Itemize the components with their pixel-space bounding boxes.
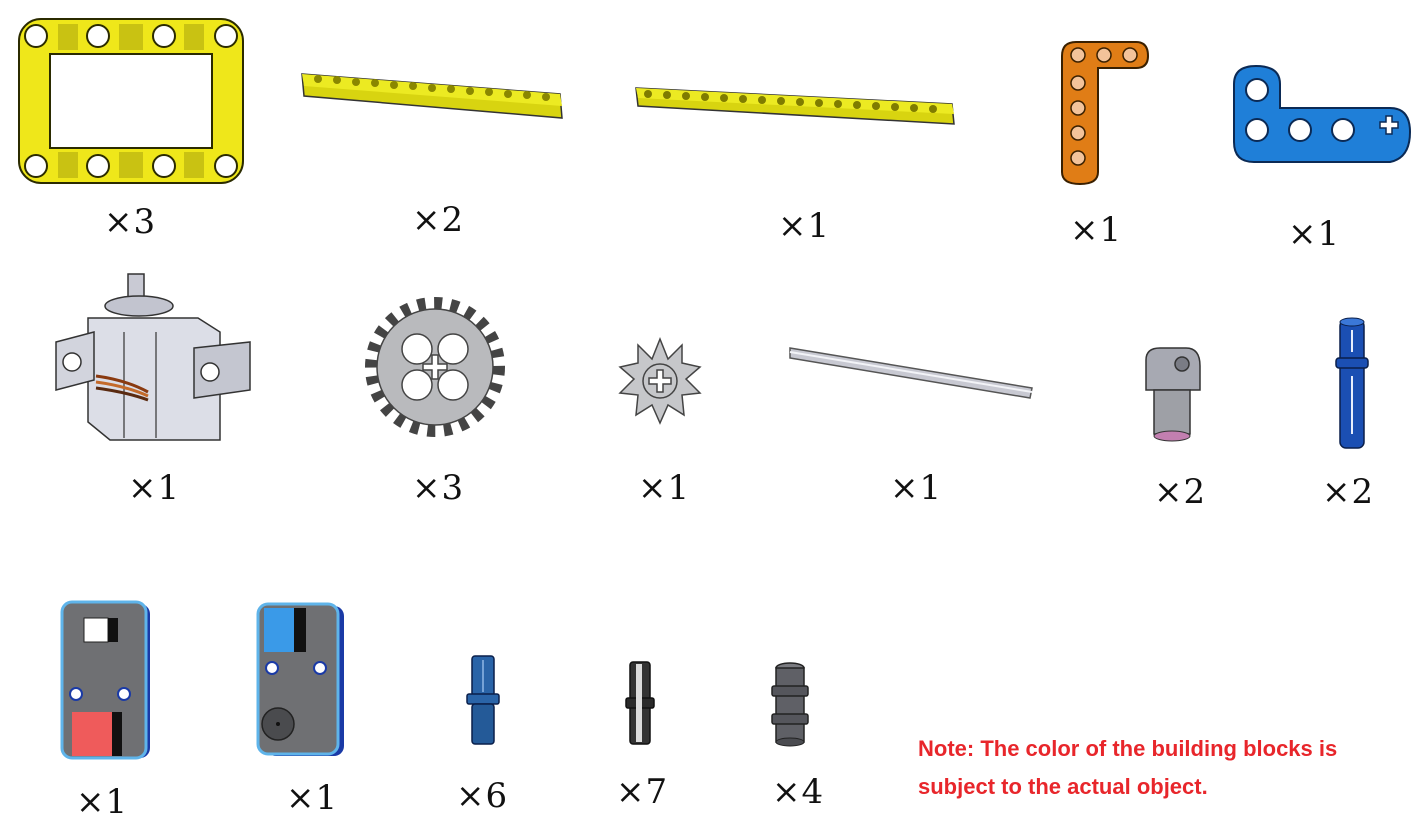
axle-rod-part [788,342,1038,402]
color-note: Note: The color of the building blocks i… [918,730,1388,806]
orange-l-beam-part [1058,38,1152,188]
yellow-beam-short-part [300,66,566,128]
blue-long-pin-qty: ×2 [1322,472,1375,512]
sound-sensor-module-icon [256,602,344,756]
blue-axle-pin-part [464,654,502,748]
yellow-frame-icon [18,18,244,184]
blue-long-pin-icon [1335,317,1369,449]
yellow-beam-short-qty: ×2 [412,200,465,240]
axle-connector-icon [1145,347,1201,442]
gear-24-tooth-icon [365,297,505,437]
gear-24-tooth-qty: ×3 [412,468,465,508]
black-connector-pin-part [624,660,656,746]
axle-connector-qty: ×2 [1154,472,1207,512]
axle-rod-qty: ×1 [890,468,943,508]
blue-l-beam-part [1230,62,1413,170]
light-sensor-module-qty: ×1 [76,782,129,822]
light-sensor-module-part [60,600,154,764]
color-note-line-2: subject to the actual object. [918,774,1208,799]
blue-l-beam-icon [1233,64,1412,163]
servo-motor-qty: ×1 [128,468,181,508]
blue-axle-pin-qty: ×6 [456,776,509,816]
yellow-frame-part [16,16,246,186]
yellow-frame-qty: ×3 [104,202,157,242]
gear-8-tooth-icon [618,336,702,425]
grey-bush-qty: ×4 [772,772,825,812]
yellow-beam-long-part [634,82,958,130]
orange-l-beam-icon [1061,41,1150,186]
yellow-beam-long-icon [635,87,955,125]
axle-connector-part [1138,346,1204,442]
blue-long-pin-part [1332,316,1372,452]
gear-8-tooth-qty: ×1 [638,468,691,508]
blue-l-beam-qty: ×1 [1288,214,1341,254]
axle-rod-icon [789,347,1033,399]
servo-motor-part [54,272,254,448]
yellow-beam-long-qty: ×1 [778,206,831,246]
grey-bush-icon [771,662,809,747]
sound-sensor-module-qty: ×1 [286,778,339,818]
blue-axle-pin-icon [466,655,500,745]
black-connector-pin-icon [625,661,655,745]
light-sensor-module-icon [60,600,150,760]
grey-bush-part [768,660,812,748]
black-connector-pin-qty: ×7 [616,772,669,812]
gear-8-tooth-part [614,336,706,426]
color-note-line-1: Note: The color of the building blocks i… [918,736,1338,761]
gear-24-tooth-part [362,294,508,440]
servo-motor-icon [55,273,251,441]
sound-sensor-module-part [256,602,346,760]
orange-l-beam-qty: ×1 [1070,210,1123,250]
yellow-beam-short-icon [301,73,563,119]
